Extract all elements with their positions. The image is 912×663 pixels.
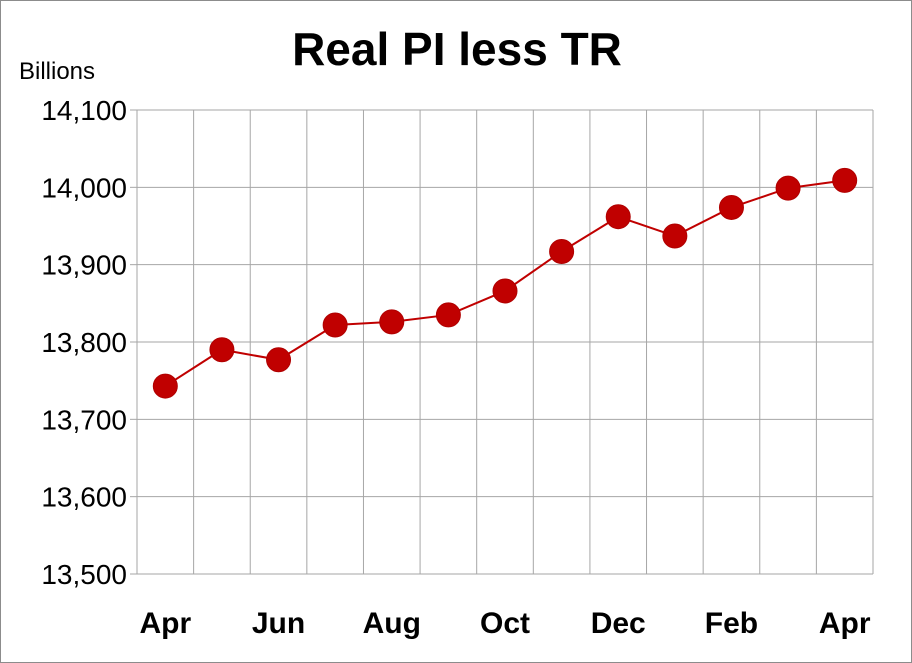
data-point xyxy=(492,278,518,304)
data-point xyxy=(209,337,235,363)
y-axis-unit-label: Billions xyxy=(19,58,95,85)
y-tick-label: 13,600 xyxy=(41,482,127,513)
data-point xyxy=(775,175,801,201)
data-point xyxy=(549,239,575,265)
y-axis-ticks: 13,500 13,600 13,700 13,800 13,900 14,000 14,1… xyxy=(41,95,127,590)
gridlines xyxy=(130,109,874,575)
x-tick-label: Jun xyxy=(252,607,305,640)
y-tick-label: 14,100 xyxy=(41,95,127,126)
data-point xyxy=(379,309,405,335)
series-layer xyxy=(152,167,858,399)
data-point xyxy=(435,302,461,328)
data-point xyxy=(322,312,348,338)
y-tick-label: 14,000 xyxy=(41,172,127,203)
x-tick-label: Aug xyxy=(363,607,421,640)
y-tick-label: 13,800 xyxy=(41,327,127,358)
data-point xyxy=(718,194,744,220)
y-tick-label: 13,700 xyxy=(41,404,127,435)
x-tick-label: Apr xyxy=(819,607,871,640)
data-point xyxy=(605,204,631,230)
x-tick-label: Feb xyxy=(705,607,758,640)
x-tick-label: Oct xyxy=(480,607,530,640)
x-axis-ticks: Apr Jun Aug Oct Dec Feb Apr xyxy=(139,607,870,640)
data-point xyxy=(152,373,178,399)
data-point xyxy=(832,167,858,193)
y-tick-label: 13,500 xyxy=(41,559,127,590)
data-point xyxy=(266,347,292,373)
chart-title: Real PI less TR xyxy=(292,23,622,75)
x-tick-label: Dec xyxy=(591,607,646,640)
y-tick-label: 13,900 xyxy=(41,250,127,281)
x-tick-label: Apr xyxy=(139,607,191,640)
data-point xyxy=(662,223,688,249)
